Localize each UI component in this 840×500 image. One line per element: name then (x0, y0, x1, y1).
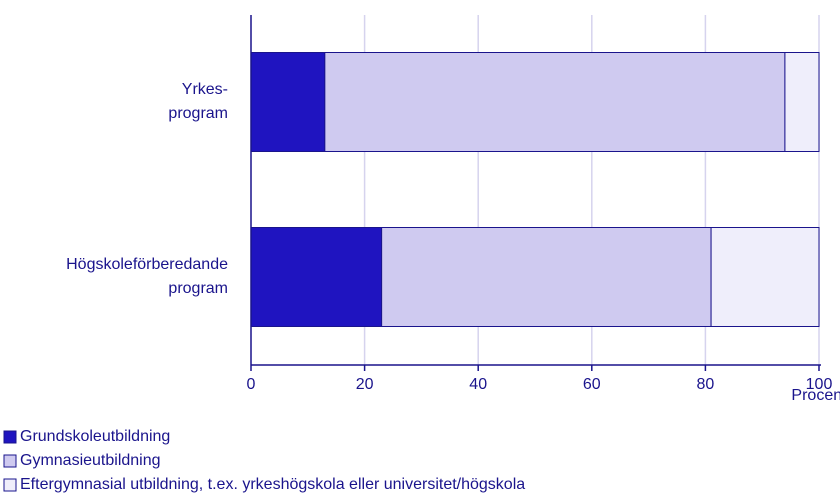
y-tick-label: Högskoleförberedande (66, 256, 228, 273)
bar-segment (250, 52, 326, 152)
x-tick-label: 100 (806, 376, 833, 393)
bar-segment (381, 227, 712, 327)
legend-swatch (3, 454, 17, 468)
bar-segment (324, 52, 786, 152)
legend-swatch (3, 478, 17, 492)
y-tick-label: program (168, 280, 228, 297)
y-tick-label: Yrkes- (182, 81, 228, 98)
legend-swatch (3, 430, 17, 444)
legend-label: Grundskoleutbildning (20, 428, 170, 445)
bar-segment (784, 52, 820, 152)
x-tick-label: 0 (247, 376, 256, 393)
x-tick-label: 60 (583, 376, 601, 393)
x-tick-label: 40 (469, 376, 487, 393)
x-tick-label: 80 (697, 376, 715, 393)
x-tick-label: 20 (356, 376, 374, 393)
bar-segment (250, 227, 383, 327)
y-tick-label: program (168, 105, 228, 122)
legend-label: Eftergymnasial utbildning, t.ex. yrkeshö… (20, 476, 525, 493)
legend-label: Gymnasieutbildning (20, 452, 161, 469)
bar-segment (710, 227, 820, 327)
x-axis-label: Procent (791, 387, 840, 404)
